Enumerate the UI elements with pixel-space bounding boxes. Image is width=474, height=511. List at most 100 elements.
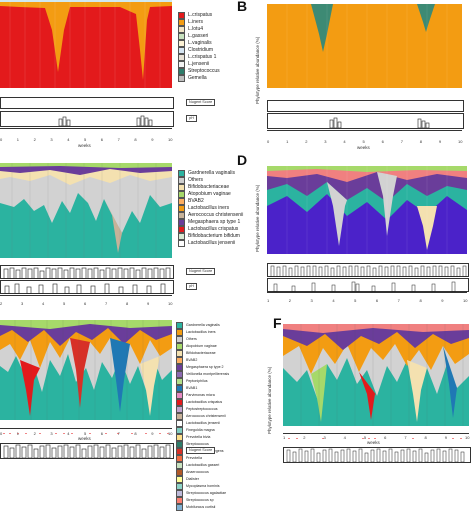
legend-swatch bbox=[178, 61, 185, 68]
legend-label: Lactobacillus gasseri bbox=[186, 463, 220, 468]
legend-item: Mobiluncus curtisii bbox=[176, 504, 229, 511]
tick-label: 2 bbox=[303, 435, 306, 440]
legend-swatch bbox=[176, 490, 183, 497]
panel-e-axis bbox=[0, 428, 172, 433]
legend-label: Prevotella bivia bbox=[186, 435, 211, 440]
legend-swatch bbox=[176, 336, 183, 343]
legend-swatch bbox=[176, 441, 183, 448]
legend-swatch bbox=[178, 240, 185, 247]
tick-label: 9 bbox=[151, 431, 154, 436]
legend-swatch bbox=[176, 427, 183, 434]
tick-label: 7 bbox=[397, 298, 400, 303]
legend-item: L.crispatus 1 bbox=[178, 54, 220, 61]
tick-label: 10 bbox=[458, 139, 463, 144]
legend-label: Lactobacillus crispatus bbox=[186, 400, 223, 405]
legend-swatch bbox=[176, 504, 183, 511]
legend-item: Veillonella montpellierensis bbox=[176, 371, 229, 378]
legend-label: Megasphaera sp type 2 bbox=[186, 365, 224, 370]
legend-item: BVAB2 bbox=[176, 357, 229, 364]
panel-c-nugent-strip bbox=[0, 265, 174, 280]
panel-a-ph-strip bbox=[0, 111, 174, 127]
panel-b-axis bbox=[267, 130, 462, 140]
legend-label: Finegoldia magna bbox=[186, 428, 215, 433]
tick-label: 6 bbox=[381, 139, 384, 144]
legend-swatch bbox=[178, 198, 185, 205]
legend-swatch bbox=[178, 233, 185, 240]
tick-label: 3 bbox=[50, 431, 53, 436]
legend-item: Lactobacillus iners bbox=[176, 329, 229, 336]
tick-label: 4 bbox=[42, 301, 45, 306]
tick-label: 4 bbox=[67, 137, 70, 142]
legend-swatch bbox=[178, 219, 185, 226]
panel-b-stacked-area bbox=[267, 4, 462, 88]
tick-label: 5 bbox=[84, 137, 87, 142]
tick-label: 10 bbox=[168, 431, 173, 436]
legend-swatch bbox=[178, 12, 185, 19]
legend-item: Streptococcus agalactiae bbox=[176, 490, 229, 497]
panel-d-ylabel: Phylotype relative abundance (%) bbox=[255, 184, 260, 252]
legend-item: L.jensenii bbox=[178, 61, 220, 68]
legend-swatch bbox=[176, 497, 183, 504]
legend-item: Lactobacillus gasseri bbox=[176, 462, 229, 469]
legend-item: Anaerococcus bbox=[176, 469, 229, 476]
panel-d: D Phylotype relative abundance (%) bbox=[237, 152, 474, 316]
tick-label: 0 bbox=[0, 431, 3, 436]
tick-label: 4 bbox=[343, 139, 346, 144]
panel-a-weeks-label: weeks bbox=[78, 143, 91, 148]
legend-swatch bbox=[178, 33, 185, 40]
tick-label: 6 bbox=[100, 431, 104, 436]
legend-item: Aerococcus christensenii bbox=[176, 413, 229, 420]
panel-b-letter: B bbox=[237, 0, 248, 14]
legend-label: Clostridium bbox=[188, 47, 214, 54]
legend-item: L.vaginalis bbox=[178, 40, 220, 47]
tick-label: 8 bbox=[134, 137, 137, 142]
legend-swatch bbox=[176, 420, 183, 427]
legend-label: Bifidobacteriaceae bbox=[186, 351, 216, 356]
tick-label: 7 bbox=[105, 301, 108, 306]
panel-c-marker-strip bbox=[0, 259, 172, 271]
panel-d-marker-strip bbox=[267, 256, 467, 268]
tick-label: 8 bbox=[419, 139, 423, 144]
legend-label: Streptococcus bbox=[186, 442, 209, 447]
legend-label: Aerococcus christensenii bbox=[188, 212, 244, 219]
legend-item: Bifidobacteriaceae bbox=[176, 350, 229, 357]
legend-label: L.crispatus bbox=[188, 12, 213, 19]
tick-label: 1 bbox=[283, 435, 286, 440]
legend-label: Mycoplasma hominis bbox=[186, 484, 220, 489]
tick-label: 2 bbox=[33, 137, 36, 142]
tick-label: 6 bbox=[384, 435, 387, 440]
tick-label: 7 bbox=[117, 137, 120, 142]
legend-label: Lactobacillus crispatus bbox=[188, 226, 239, 233]
legend-label: BVAB2 bbox=[188, 198, 204, 205]
legend-item: Others bbox=[178, 177, 243, 184]
legend-swatch bbox=[176, 469, 183, 476]
legend-swatch bbox=[178, 54, 185, 61]
legend-label: Veillonella montpellierensis bbox=[186, 372, 230, 377]
panel-f-nugent-strip bbox=[283, 447, 471, 463]
tick-label: 2 bbox=[33, 431, 36, 436]
legend-swatch bbox=[176, 343, 183, 350]
tick-label: 9 bbox=[441, 298, 444, 303]
tick-label: 3 bbox=[324, 139, 327, 144]
panel-d-ph-strip bbox=[267, 278, 469, 293]
legend-swatch bbox=[176, 434, 183, 441]
tick-label: 10 bbox=[465, 435, 470, 440]
legend-item: Peptostreptococcus bbox=[176, 406, 229, 413]
tick-label: 5 bbox=[362, 139, 365, 144]
legend-item: Bifidobacteriaceae bbox=[178, 184, 243, 191]
legend-item: L.lotu4 bbox=[178, 26, 220, 33]
panel-a-marker-strip bbox=[0, 90, 172, 102]
legend-swatch bbox=[176, 476, 183, 483]
legend-item: Finegoldia magna bbox=[176, 427, 229, 434]
tick-label: 2 bbox=[305, 139, 308, 144]
legend-label: Gardnerella vaginalis bbox=[188, 170, 235, 177]
legend-swatch bbox=[176, 406, 183, 413]
legend-swatch bbox=[178, 68, 185, 75]
legend-swatch bbox=[176, 385, 183, 392]
legend-item: Peptoniphilus bbox=[176, 378, 229, 385]
legend-label: L.crispatus 1 bbox=[188, 54, 217, 61]
tick-label: 6 bbox=[375, 298, 379, 303]
panel-e-marker-strip bbox=[0, 422, 172, 434]
legend-label: Lactobacillus jensenii bbox=[186, 421, 220, 426]
legend-swatch bbox=[178, 184, 185, 191]
